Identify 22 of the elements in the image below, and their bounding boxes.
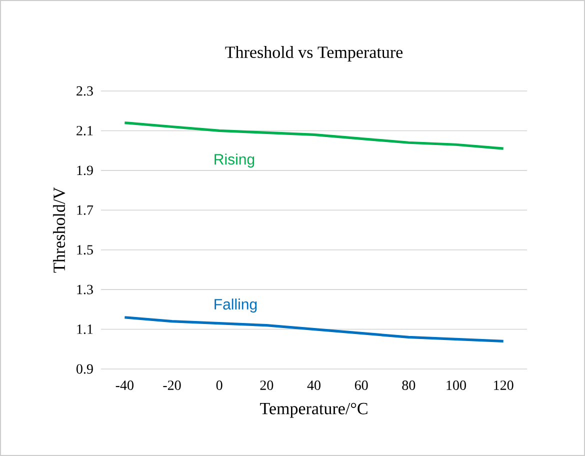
y-tick-label: 1.7 [77,205,94,215]
y-axis-title: Threshold/V [53,187,66,273]
x-tick-label: -40 [116,380,134,390]
y-tick-label: 1.5 [77,245,93,255]
y-tick-label: 1.1 [77,324,93,334]
chart-title: Threshold vs Temperature [225,46,403,62]
y-tick-label: 1.9 [77,166,93,176]
y-tick-label: 1.3 [77,284,93,294]
y-tick-label: 2.1 [76,126,93,136]
x-tick-label: 40 [307,380,320,390]
y-tick-label: 0.9 [76,364,93,374]
x-tick-label: 20 [260,380,274,390]
x-tick-label: 100 [446,380,466,390]
series-label: Rising [214,154,254,168]
x-tick-label: 120 [494,380,514,390]
x-tick-label: -20 [163,380,181,390]
x-tick-label: 80 [402,380,416,390]
x-axis-title: Temperature/°C [260,402,368,418]
x-tick-label: 0 [216,380,222,390]
y-tick-label: 2.3 [76,86,93,96]
series-label: Falling [214,298,257,313]
x-tick-label: 60 [354,380,368,390]
